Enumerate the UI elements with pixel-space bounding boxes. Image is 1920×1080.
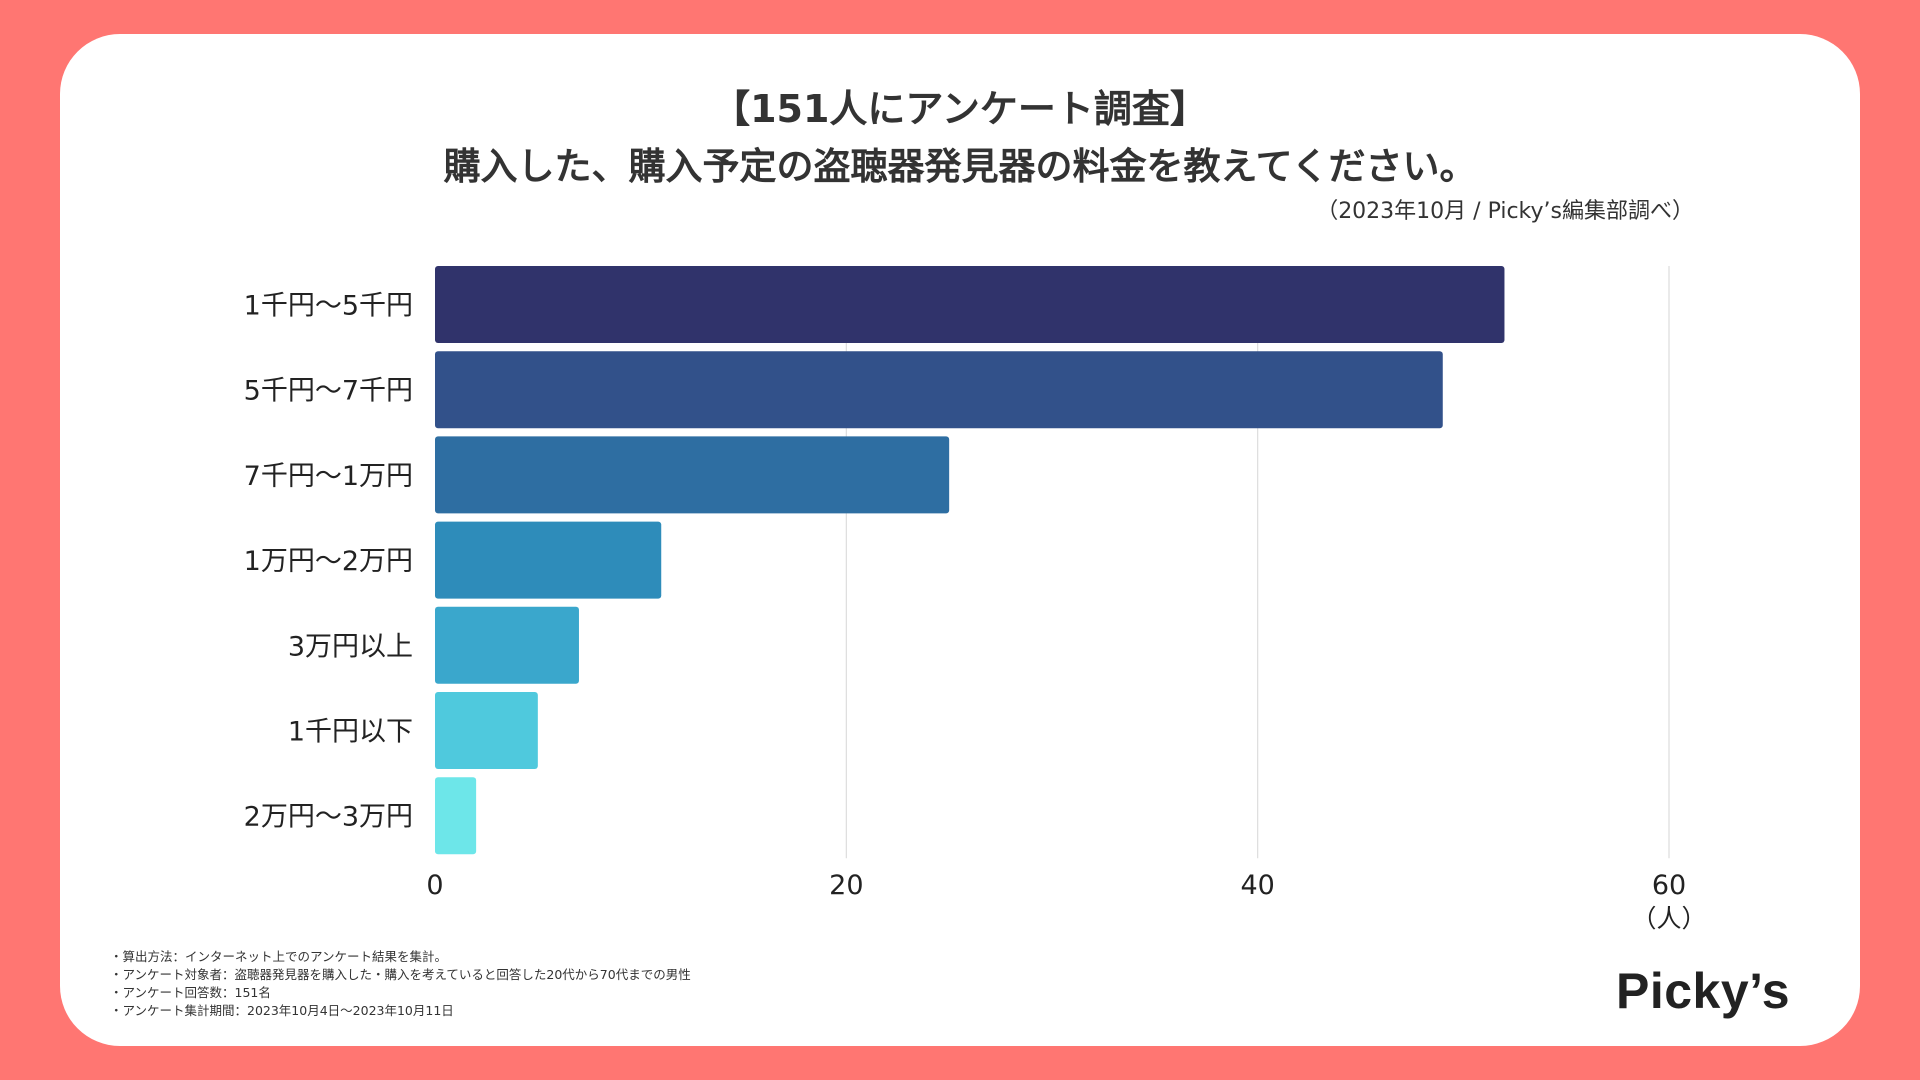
category-label: 2万円〜3万円 — [244, 802, 413, 833]
pickys-logo: Picky’s — [1616, 963, 1791, 1019]
category-label: 3万円以上 — [288, 631, 413, 662]
x-tick-label: 20 — [829, 870, 863, 901]
survey-notes: ・算出方法：インターネット上でのアンケート結果を集計。 ・アンケート対象者：盗聴… — [110, 948, 691, 1020]
bar — [435, 521, 662, 599]
note-target: ・アンケート対象者：盗聴器発見器を購入した・購入を考えていると回答した20代から… — [110, 967, 691, 982]
category-label: 1千円以下 — [288, 717, 413, 748]
note-count: ・アンケート回答数：151名 — [110, 985, 271, 1000]
category-label: 1千円〜5千円 — [244, 291, 413, 322]
bar — [435, 692, 538, 769]
source-note: （2023年10月 / Picky’s編集部調べ） — [1316, 199, 1694, 224]
bar — [435, 777, 477, 855]
bars — [435, 266, 1505, 855]
x-tick-label: 40 — [1240, 870, 1274, 901]
x-axis-ticks: 0 20 40 60 — [426, 870, 1686, 901]
chart-title-line2: 購入した、購入予定の盗聴器発見器の料金を教えてください。 — [443, 145, 1477, 188]
x-tick-label: 0 — [426, 870, 443, 901]
chart-title-line1: 【151人にアンケート調査】 — [712, 87, 1208, 131]
note-period: ・アンケート集計期間：2023年10月4日〜2023年10月11日 — [110, 1003, 454, 1018]
bar — [435, 606, 579, 684]
bar — [435, 351, 1443, 429]
category-label: 5千円〜7千円 — [244, 376, 413, 407]
note-method: ・算出方法：インターネット上でのアンケート結果を集計。 — [110, 949, 448, 964]
bar — [435, 436, 950, 514]
category-label: 7千円〜1万円 — [244, 461, 413, 492]
chart-card — [60, 34, 1860, 1046]
bar — [435, 266, 1505, 343]
x-axis-unit-label: （人） — [1631, 904, 1706, 933]
category-labels: 1千円〜5千円 5千円〜7千円 7千円〜1万円 1万円〜2万円 3万円以上 1千円以下 2万… — [244, 291, 413, 833]
x-tick-label: 60 — [1652, 870, 1686, 901]
category-label: 1万円〜2万円 — [244, 546, 413, 577]
